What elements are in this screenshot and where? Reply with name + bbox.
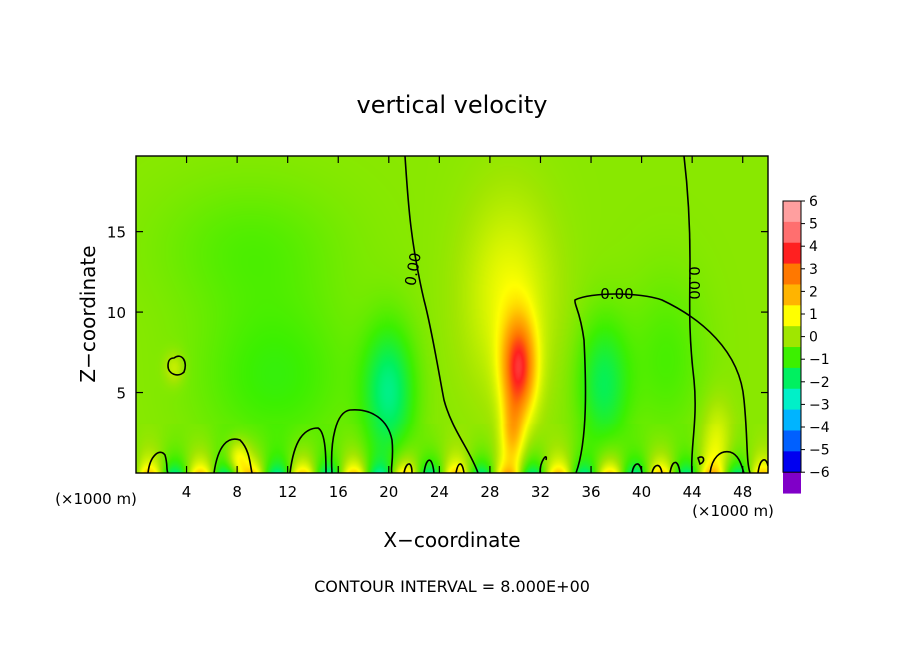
colorbar: 6 5 4 3 2 1 0 −1 −2 −3 −4 −5 −6: [782, 194, 830, 494]
x-tick-label: 48: [733, 483, 752, 501]
y-axis-ticks: 5 10 15: [107, 224, 768, 403]
y-tick-label: 10: [107, 304, 126, 322]
colorbar-swatch: [783, 201, 801, 223]
colorbar-label: 5: [809, 217, 818, 233]
contour-interval-footer: CONTOUR INTERVAL = 8.000E+00: [314, 577, 590, 596]
colorbar-label: −2: [809, 375, 830, 391]
x-tick-label: 40: [632, 483, 651, 501]
contour-line: [404, 156, 479, 473]
colorbar-label: −1: [809, 352, 830, 368]
x-tick-label: 44: [683, 483, 702, 501]
contour-line: [697, 456, 705, 466]
colorbar-label: −4: [809, 420, 830, 436]
x-tick-label: 36: [581, 483, 600, 501]
x-tick-label: 28: [480, 483, 499, 501]
contour-line: [147, 451, 169, 473]
x-axis-ticks: 4 8 12 16 20 24 28 32 36 40 44 48: [182, 156, 752, 501]
colorbar-label: 3: [809, 262, 818, 278]
x-tick-label: 20: [379, 483, 398, 501]
contour-line: [213, 438, 253, 473]
colorbar-label: 4: [809, 239, 818, 255]
colorbar-label: 1: [809, 307, 818, 323]
contour-line: [330, 409, 394, 473]
colorbar-swatch: [783, 409, 801, 431]
colorbar-swatch: [783, 221, 801, 244]
chart-title: vertical velocity: [357, 91, 548, 119]
colorbar-swatch: [783, 430, 801, 452]
zero-contours: [147, 156, 768, 473]
colorbar-swatch: [783, 472, 801, 494]
plot-frame: [135, 155, 769, 474]
heatmap-field: [136, 156, 768, 473]
x-tick-label: 12: [278, 483, 297, 501]
colorbar-label: 2: [809, 284, 818, 300]
x-tick-label: 4: [182, 483, 192, 501]
contour-line: [455, 463, 465, 473]
x-tick-label: 8: [232, 483, 242, 501]
y-tick-label: 5: [116, 385, 126, 403]
contour-line: [651, 464, 663, 473]
contour-label: 0.00: [401, 251, 425, 287]
contour-label: 0.00: [600, 285, 633, 303]
colorbar-swatch: [783, 451, 801, 473]
contour-line: [683, 156, 696, 473]
contour-labels: 0.00 0.00 0.00: [401, 251, 703, 303]
colorbar-label: 0: [809, 330, 818, 346]
colorbar-swatch: [783, 347, 801, 369]
x-unit-left: (×1000 m): [55, 490, 137, 508]
colorbar-swatch: [783, 326, 801, 348]
contour-line: [669, 461, 681, 473]
colorbar-swatch: [783, 367, 801, 390]
y-tick-label: 15: [107, 224, 126, 242]
colorbar-swatch: [783, 284, 801, 306]
colorbar-swatch: [783, 263, 801, 285]
x-axis-label: X−coordinate: [383, 528, 520, 552]
contour-line: [574, 293, 751, 473]
y-axis-label: Z−coordinate: [76, 245, 100, 382]
colorbar-label: 6: [809, 194, 818, 210]
x-unit-right: (×1000 m): [692, 502, 774, 520]
contour-line: [289, 427, 327, 473]
colorbar-swatch: [783, 305, 801, 327]
colorbar-label: −6: [809, 465, 830, 481]
x-tick-label: 16: [329, 483, 348, 501]
x-tick-label: 24: [430, 483, 449, 501]
colorbar-swatch: [783, 242, 801, 265]
colorbar-swatch: [783, 388, 801, 411]
x-tick-label: 32: [531, 483, 550, 501]
contour-line: [423, 459, 435, 473]
contour-label: 0.00: [685, 266, 703, 299]
contour-line: [709, 450, 745, 473]
contour-line: [167, 355, 187, 376]
colorbar-label: −5: [809, 443, 830, 459]
contour-line: [403, 463, 413, 473]
colorbar-label: −3: [809, 397, 830, 413]
